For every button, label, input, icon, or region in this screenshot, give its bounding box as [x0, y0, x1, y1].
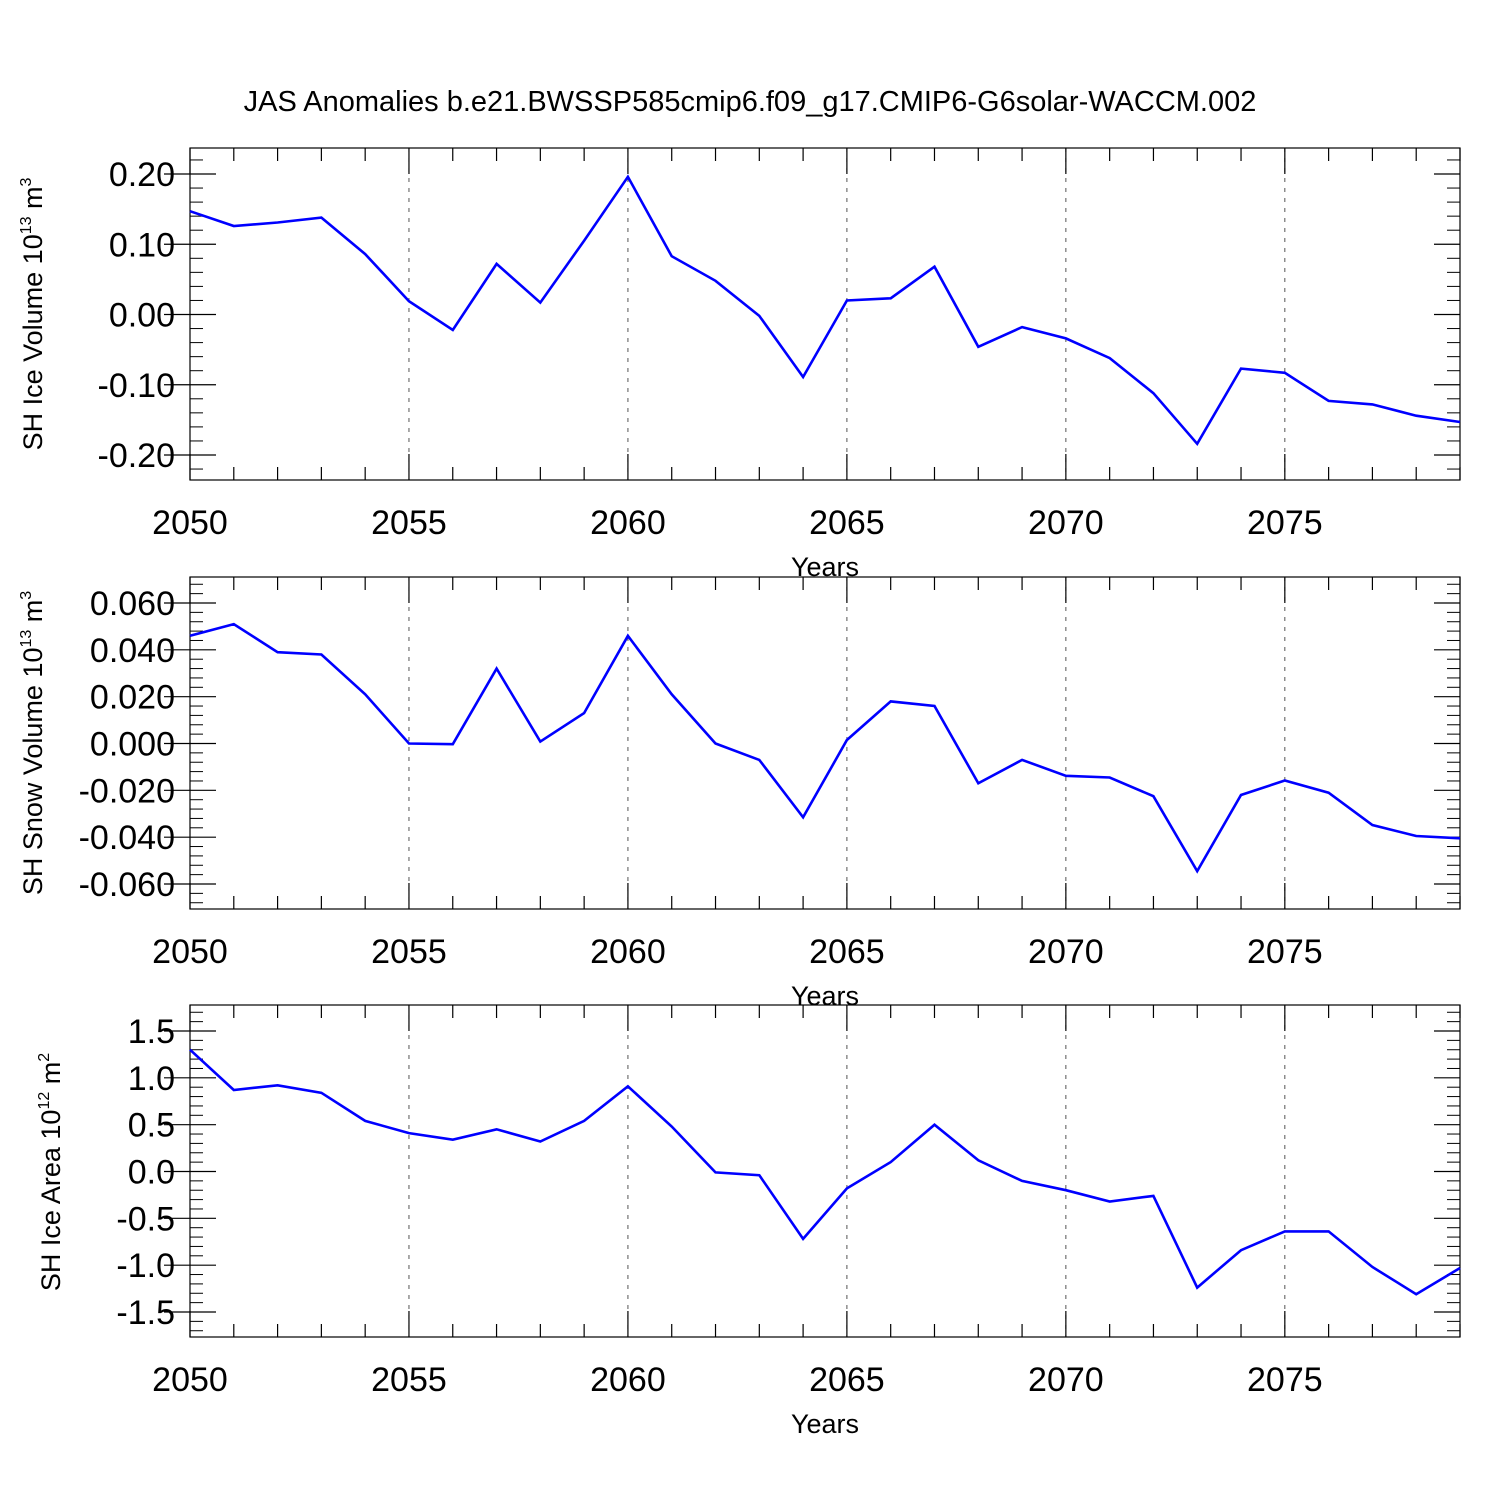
y-tick-label: 1.5 [128, 1013, 175, 1051]
plot-frame [189, 576, 1461, 910]
series-line [189, 1048, 1461, 1296]
panel-1: -0.20 -0.10 0.00 0.10 0.20 2050 2055 2060 2065 20… [18, 147, 1461, 582]
y-tick-label: -0.10 [98, 367, 176, 405]
y-tick-label: 0.20 [109, 156, 175, 194]
y-tick-label: 0.000 [90, 726, 175, 764]
y-tick-label: 0.10 [109, 226, 175, 264]
x-tick-label: 2055 [371, 933, 447, 971]
y-tick-label: 0.5 [128, 1107, 175, 1145]
y-tick-label: 0.040 [90, 632, 175, 670]
x-tick-label: 2070 [1028, 504, 1104, 542]
x-tick-label: 2050 [152, 504, 228, 542]
x-tick-label: 2060 [590, 504, 666, 542]
y-axis-label: SH Ice Volume 1013 m3 [18, 177, 48, 450]
x-tick-label: 2070 [1028, 1361, 1104, 1399]
x-tick-label: 2060 [590, 1361, 666, 1399]
y-axis-label: SH Snow Volume 1013 m3 [18, 591, 48, 895]
x-axis-label: Years [791, 981, 859, 1011]
y-tick-label: -0.060 [79, 866, 175, 904]
y-tick-label: -0.5 [116, 1200, 175, 1238]
y-tick-label: -0.20 [98, 437, 176, 475]
y-tick-label: -0.040 [79, 819, 175, 857]
panel-2: -0.060 -0.040 -0.020 0.000 0.020 0.040 0.060 20… [18, 576, 1461, 1011]
series-line [189, 174, 1461, 447]
y-tick-label: 1.0 [128, 1060, 175, 1098]
y-tick-label: 0.020 [90, 679, 175, 717]
x-axis-label: Years [791, 1409, 859, 1439]
x-tick-label: 2070 [1028, 933, 1104, 971]
y-tick-label: -1.0 [116, 1247, 175, 1285]
y-tick-label: 0.060 [90, 585, 175, 623]
plot-frame [189, 1004, 1461, 1338]
y-tick-label: -0.020 [79, 772, 175, 810]
x-tick-label: 2050 [152, 1361, 228, 1399]
x-tick-label: 2050 [152, 933, 228, 971]
x-tick-label: 2065 [809, 933, 885, 971]
series-line [189, 622, 1461, 874]
y-axis-label: SH Ice Area 1012 m2 [36, 1053, 66, 1291]
x-tick-label: 2065 [809, 504, 885, 542]
y-tick-label: 0.0 [128, 1154, 175, 1192]
y-tick-label: -1.5 [116, 1294, 175, 1332]
figure-title: JAS Anomalies b.e21.BWSSP585cmip6.f09_g1… [244, 86, 1257, 118]
x-tick-label: 2060 [590, 933, 666, 971]
panels: -0.20 -0.10 0.00 0.10 0.20 2050 2055 2060 2065 20… [18, 147, 1461, 1439]
x-tick-label: 2075 [1247, 504, 1323, 542]
x-tick-label: 2065 [809, 1361, 885, 1399]
panel-3: -1.5 -1.0 -0.5 0.0 0.5 1.0 1.5 2050 2055 2060 2065… [36, 1004, 1461, 1439]
y-tick-label: 0.00 [109, 297, 175, 335]
x-tick-label: 2075 [1247, 933, 1323, 971]
plot-frame [189, 147, 1461, 481]
x-tick-label: 2055 [371, 504, 447, 542]
x-tick-label: 2075 [1247, 1361, 1323, 1399]
x-tick-label: 2055 [371, 1361, 447, 1399]
